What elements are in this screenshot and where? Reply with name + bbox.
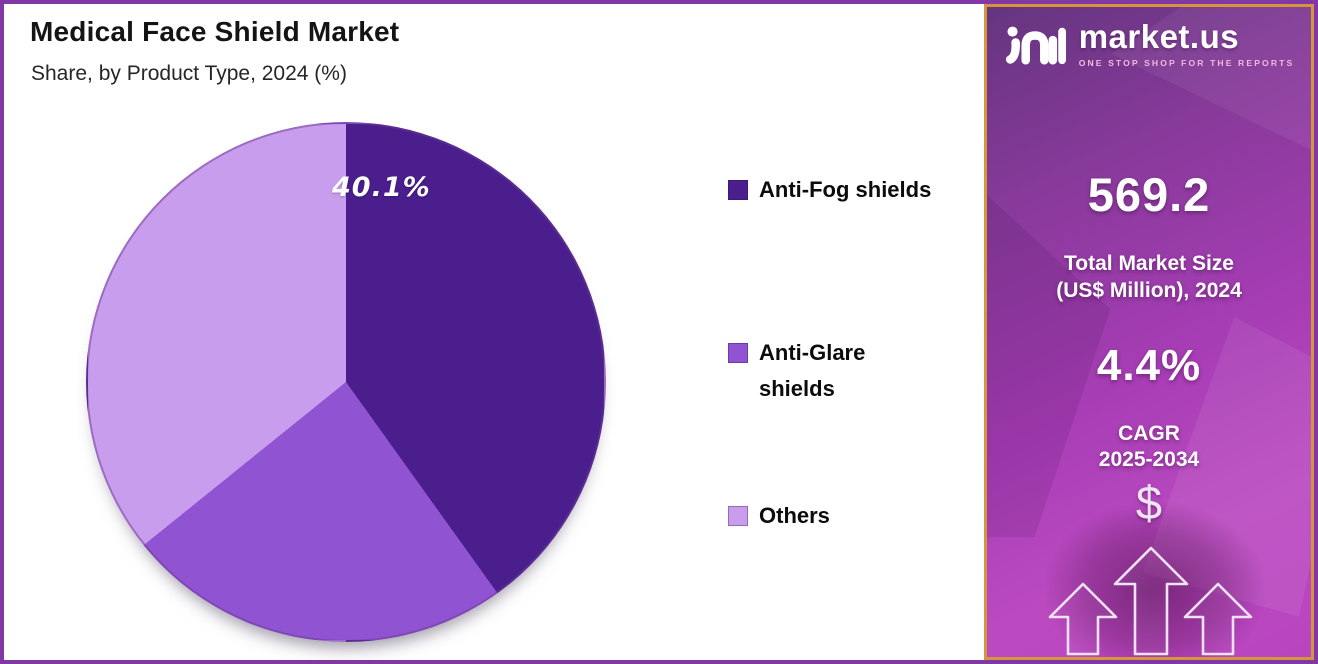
legend-swatch-icon	[728, 180, 748, 200]
legend-item: Anti-Fog shields	[728, 172, 931, 208]
market-size-label-line1: Total Market Size	[1064, 252, 1234, 275]
brand-tagline: ONE STOP SHOP FOR THE REPORTS	[1078, 58, 1295, 69]
chart-subtitle: Share, by Product Type, 2024 (%)	[31, 62, 347, 85]
pie-chart	[86, 122, 606, 642]
legend-swatch-icon	[728, 506, 748, 526]
dollar-icon: $	[1135, 476, 1163, 529]
cagr-label: CAGR 2025-2034	[987, 421, 1311, 473]
legend-label: Others	[759, 503, 830, 528]
legend-swatch-icon	[728, 343, 748, 363]
cagr-label-line2: 2025-2034	[1098, 448, 1200, 471]
brand-logo: market.us ONE STOP SHOP FOR THE REPORTS	[987, 19, 1311, 69]
cagr-value: 4.4%	[1096, 341, 1202, 390]
marketus-logo-icon	[1005, 26, 1066, 65]
brand-text-block: market.us ONE STOP SHOP FOR THE REPORTS	[1078, 17, 1295, 69]
promo-panel: market.us ONE STOP SHOP FOR THE REPORTS …	[984, 4, 1314, 660]
market-size-value: 569.2	[1087, 168, 1211, 221]
legend: Anti-Fog shields Anti-Glare shields Others	[728, 172, 968, 572]
market-size-label: Total Market Size (US$ Million), 2024	[987, 250, 1311, 304]
panel-dark-blob	[1045, 502, 1265, 657]
growth-arrows-icon	[1048, 546, 1253, 656]
brand-name: market.us	[1078, 17, 1240, 55]
cagr-label-line1: CAGR	[1118, 422, 1180, 445]
legend-item: Anti-Glare shields	[728, 335, 865, 407]
market-size-label-line2: (US$ Million), 2024	[1056, 279, 1242, 302]
pie-slice-label: 40.1%	[332, 172, 431, 203]
legend-label: Anti-Glare shields	[759, 340, 866, 401]
legend-label: Anti-Fog shields	[759, 177, 932, 202]
legend-item: Others	[728, 498, 830, 534]
chart-title: Medical Face Shield Market	[30, 16, 400, 47]
